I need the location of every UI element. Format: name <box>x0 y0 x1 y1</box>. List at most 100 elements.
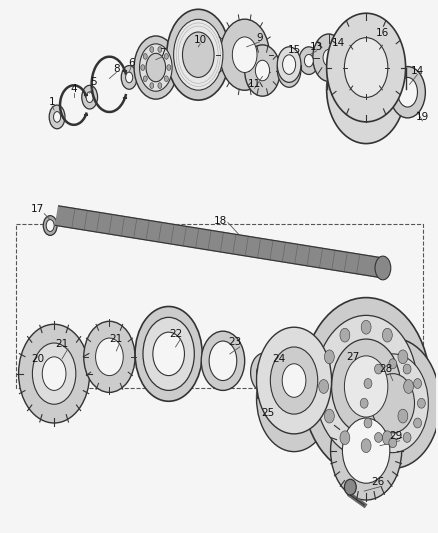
Ellipse shape <box>166 9 230 100</box>
Ellipse shape <box>208 341 236 381</box>
Text: 6: 6 <box>127 58 134 68</box>
Ellipse shape <box>164 76 168 82</box>
Ellipse shape <box>326 35 405 143</box>
Ellipse shape <box>149 47 153 52</box>
Ellipse shape <box>381 328 392 342</box>
Polygon shape <box>55 206 384 278</box>
Ellipse shape <box>173 19 223 90</box>
Text: 23: 23 <box>228 337 241 347</box>
Ellipse shape <box>282 55 295 75</box>
Ellipse shape <box>304 54 313 67</box>
Ellipse shape <box>298 47 318 75</box>
Polygon shape <box>277 64 300 69</box>
Ellipse shape <box>158 83 162 88</box>
Ellipse shape <box>46 220 54 231</box>
Text: 16: 16 <box>375 28 389 38</box>
Ellipse shape <box>326 13 405 122</box>
Text: 15: 15 <box>287 45 300 55</box>
Text: 19: 19 <box>415 112 428 122</box>
Text: 9: 9 <box>256 33 262 43</box>
Ellipse shape <box>374 256 390 280</box>
Ellipse shape <box>344 38 387 98</box>
Text: 26: 26 <box>371 477 384 487</box>
Ellipse shape <box>256 362 272 384</box>
Ellipse shape <box>125 72 132 83</box>
Text: 8: 8 <box>113 63 120 74</box>
Ellipse shape <box>360 320 370 334</box>
Ellipse shape <box>312 34 344 82</box>
Ellipse shape <box>49 105 65 129</box>
Ellipse shape <box>219 19 269 90</box>
Ellipse shape <box>152 332 184 376</box>
Text: 20: 20 <box>31 354 44 364</box>
Ellipse shape <box>342 418 389 483</box>
Ellipse shape <box>143 76 147 82</box>
Ellipse shape <box>357 354 427 453</box>
Ellipse shape <box>374 364 381 374</box>
Ellipse shape <box>86 92 93 102</box>
Ellipse shape <box>374 432 381 442</box>
Ellipse shape <box>402 364 410 374</box>
Text: 14: 14 <box>410 66 423 76</box>
Ellipse shape <box>135 306 202 401</box>
Ellipse shape <box>95 338 123 376</box>
Ellipse shape <box>256 327 331 434</box>
Ellipse shape <box>413 378 420 389</box>
Text: 24: 24 <box>272 354 285 364</box>
Ellipse shape <box>143 53 147 59</box>
Ellipse shape <box>143 317 194 390</box>
Ellipse shape <box>403 379 413 393</box>
Ellipse shape <box>158 47 162 52</box>
Ellipse shape <box>256 345 331 451</box>
Ellipse shape <box>53 111 60 122</box>
Ellipse shape <box>370 374 413 433</box>
Ellipse shape <box>18 324 89 423</box>
Text: 13: 13 <box>309 42 323 52</box>
Ellipse shape <box>164 53 168 59</box>
Text: 1: 1 <box>49 97 55 107</box>
Text: 4: 4 <box>71 84 77 94</box>
Text: 14: 14 <box>331 38 344 48</box>
Polygon shape <box>256 381 331 398</box>
Ellipse shape <box>277 52 300 87</box>
Text: 22: 22 <box>169 329 182 339</box>
Ellipse shape <box>339 328 349 342</box>
Ellipse shape <box>331 339 400 434</box>
Ellipse shape <box>201 331 244 390</box>
Text: 11: 11 <box>247 79 261 90</box>
Text: 7: 7 <box>159 48 166 58</box>
Ellipse shape <box>282 364 305 397</box>
Text: 21: 21 <box>110 334 123 344</box>
Ellipse shape <box>360 439 370 453</box>
Ellipse shape <box>232 37 256 72</box>
Text: 29: 29 <box>388 431 402 441</box>
Ellipse shape <box>339 431 349 445</box>
Ellipse shape <box>255 60 269 81</box>
Text: 17: 17 <box>31 204 44 214</box>
Text: 21: 21 <box>55 339 68 349</box>
Ellipse shape <box>344 479 355 495</box>
Ellipse shape <box>270 347 317 414</box>
Ellipse shape <box>301 297 429 475</box>
Ellipse shape <box>345 338 438 469</box>
Polygon shape <box>326 68 405 89</box>
Ellipse shape <box>330 401 401 500</box>
Ellipse shape <box>314 316 417 457</box>
Ellipse shape <box>381 431 392 445</box>
Ellipse shape <box>42 357 66 390</box>
Ellipse shape <box>363 378 371 389</box>
Ellipse shape <box>363 418 371 428</box>
Ellipse shape <box>149 83 153 88</box>
Ellipse shape <box>250 353 278 392</box>
Text: 28: 28 <box>378 364 392 374</box>
Ellipse shape <box>81 85 97 109</box>
Text: 10: 10 <box>193 35 206 45</box>
Ellipse shape <box>359 398 367 408</box>
Ellipse shape <box>417 398 424 408</box>
Ellipse shape <box>397 350 407 364</box>
Text: 5: 5 <box>90 77 97 87</box>
Ellipse shape <box>413 418 420 428</box>
Ellipse shape <box>43 216 57 236</box>
Text: 27: 27 <box>346 352 359 362</box>
Ellipse shape <box>389 67 424 118</box>
